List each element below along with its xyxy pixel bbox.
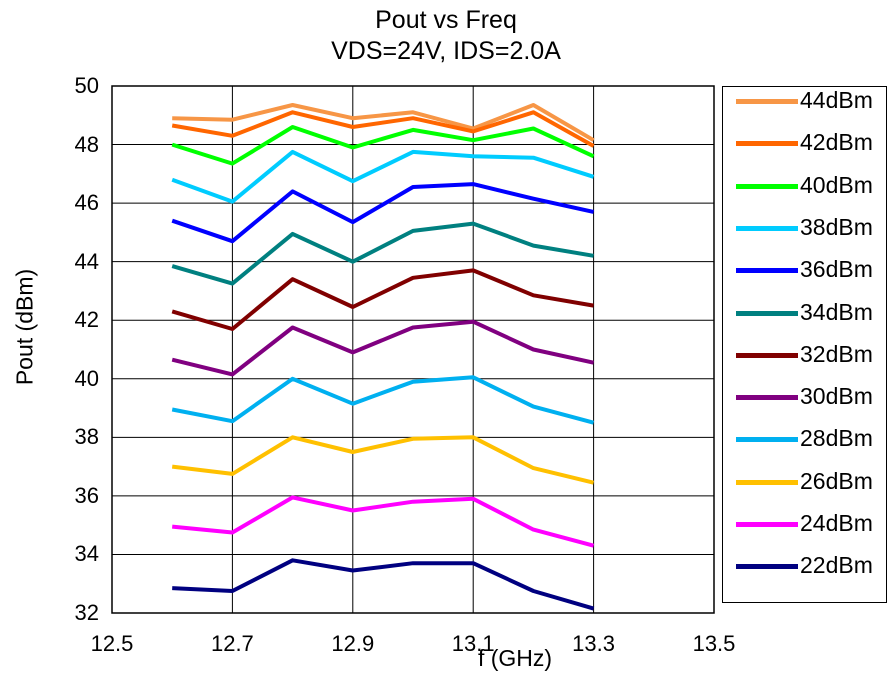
legend-swatch	[736, 268, 798, 274]
y-tick-label: 34	[74, 541, 99, 567]
series-line-30dBm	[171, 319, 595, 377]
legend-label: 44dBm	[800, 87, 873, 113]
legend-item: 34dBm	[723, 298, 888, 328]
legend-label: 24dBm	[800, 510, 873, 536]
legend-label: 42dBm	[800, 129, 873, 156]
series-line-24dBm	[172, 495, 595, 548]
legend-item: 26dBm	[723, 467, 888, 497]
legend-item: 38dBm	[723, 213, 888, 243]
legend-item: 24dBm	[723, 509, 888, 539]
y-tick-label: 46	[74, 190, 99, 216]
series-line-44dBm	[172, 103, 595, 142]
legend-item: 22dBm	[723, 551, 888, 581]
legend-label: 28dBm	[800, 425, 873, 452]
legend-item: 28dBm	[723, 424, 888, 454]
series-line-26dBm	[171, 435, 595, 485]
x-tick-label: 12.5	[90, 631, 134, 656]
legend-swatch	[736, 564, 798, 570]
series-line-36dBm	[171, 182, 595, 244]
legend-label: 30dBm	[800, 383, 873, 410]
series-line-38dBm	[171, 149, 595, 204]
legend-label: 32dBm	[800, 340, 873, 367]
legend-item: 44dBm	[723, 86, 888, 116]
legend-swatch	[736, 141, 798, 147]
legend-item: 36dBm	[723, 255, 888, 285]
legend-swatch	[736, 522, 798, 527]
series-line-32dBm	[171, 268, 594, 331]
y-tick-label: 36	[74, 482, 99, 508]
chart-subtitle: VDS=24V, IDS=2.0A	[331, 37, 561, 65]
chart-title: Pout vs Freq	[375, 6, 517, 34]
series-line-42dBm	[171, 110, 595, 148]
y-tick-label: 50	[74, 73, 99, 98]
y-axis-label: Pout (dBm)	[11, 268, 38, 386]
legend-swatch	[736, 183, 798, 189]
y-tick-label: 38	[74, 424, 99, 450]
legend-label: 38dBm	[800, 213, 873, 240]
legend-swatch	[736, 352, 798, 358]
x-axis-label: f (GHz)	[477, 645, 553, 671]
x-tick-label: 13.5	[692, 631, 736, 656]
y-tick-label: 44	[74, 248, 99, 274]
legend-label: 40dBm	[800, 171, 873, 198]
legend-item: 32dBm	[723, 340, 888, 370]
legend-item: 42dBm	[723, 128, 888, 158]
legend-swatch	[736, 225, 798, 231]
legend: 44dBm 42dBm 40dBm 38dBm 36dBm 34dBm 32dBm 30dBm…	[722, 86, 887, 603]
legend-swatch	[736, 99, 798, 104]
legend-swatch	[736, 437, 798, 443]
series-line-22dBm	[172, 558, 595, 611]
x-tick-label: 13.1	[451, 631, 495, 656]
legend-swatch	[736, 395, 798, 401]
y-tick-label: 42	[74, 307, 99, 333]
y-tick-label: 32	[74, 600, 99, 625]
legend-swatch	[736, 310, 798, 316]
series-line-34dBm	[171, 221, 594, 286]
plot-area-border	[111, 85, 715, 614]
legend-item: 30dBm	[723, 382, 888, 412]
legend-label: 26dBm	[800, 467, 873, 494]
y-tick-label: 40	[74, 365, 99, 391]
series-line-40dBm	[171, 125, 595, 166]
series-line-28dBm	[171, 375, 595, 425]
legend-label: 34dBm	[800, 298, 873, 325]
legend-item: 40dBm	[723, 171, 888, 201]
x-tick-label: 13.3	[572, 631, 615, 656]
legend-label: 22dBm	[800, 552, 873, 579]
x-tick-label: 12.9	[331, 631, 375, 656]
legend-swatch	[736, 479, 798, 485]
y-tick-label: 48	[74, 131, 99, 157]
x-tick-label: 12.7	[210, 631, 254, 656]
legend-label: 36dBm	[800, 256, 873, 283]
